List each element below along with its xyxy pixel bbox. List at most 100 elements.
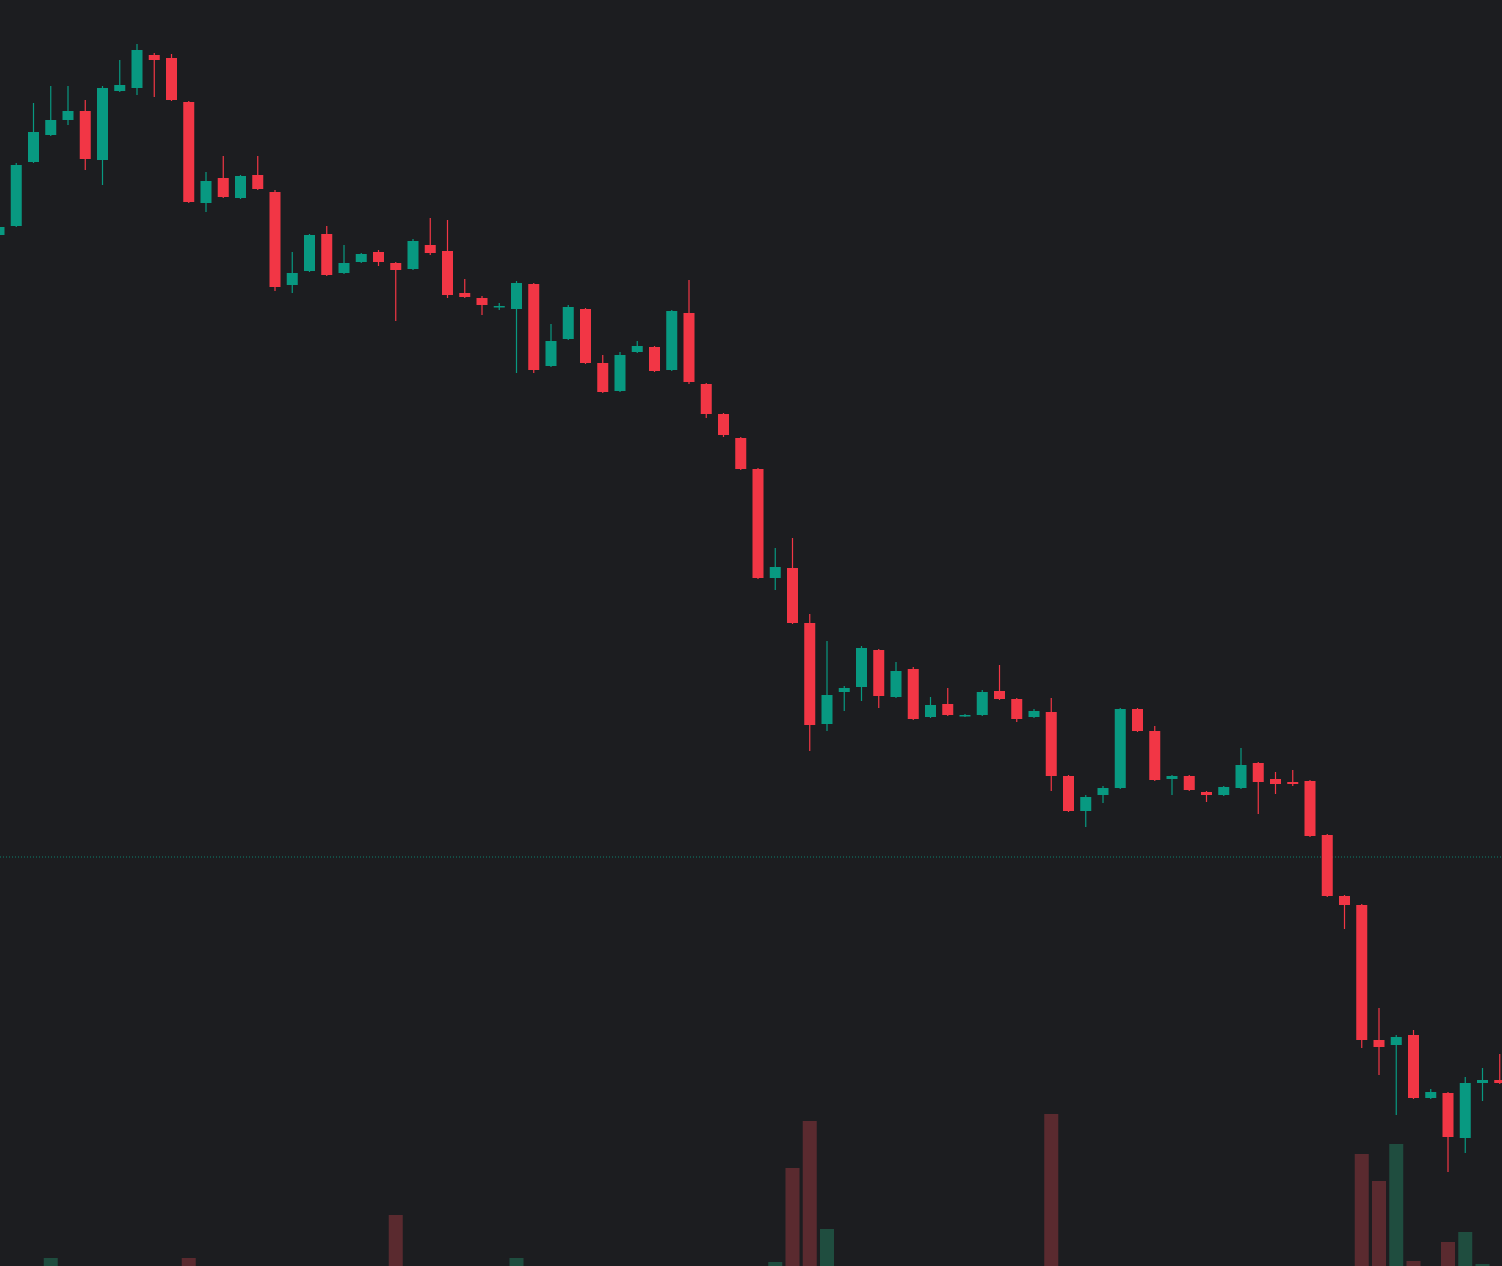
candle-body bbox=[0, 227, 5, 235]
candle-body bbox=[200, 181, 212, 203]
candle-body bbox=[1045, 712, 1057, 776]
candle-body bbox=[562, 307, 574, 339]
volume-bar bbox=[785, 1168, 800, 1266]
candle-body bbox=[1270, 779, 1281, 784]
candle-body bbox=[355, 254, 367, 262]
candle-body bbox=[476, 298, 488, 305]
candle-body bbox=[217, 178, 229, 197]
candle-body bbox=[683, 313, 695, 382]
candle-body bbox=[79, 111, 91, 159]
volume-bar bbox=[181, 1258, 196, 1266]
candle-body bbox=[1252, 763, 1264, 782]
candle-body bbox=[1477, 1080, 1488, 1083]
candle-body bbox=[114, 85, 126, 91]
candle-body bbox=[1166, 776, 1178, 779]
candle-body bbox=[1321, 835, 1333, 896]
candle-body bbox=[1235, 765, 1247, 788]
candle-body bbox=[1097, 788, 1109, 795]
candle-body bbox=[235, 176, 246, 198]
volume-bar bbox=[1044, 1114, 1059, 1266]
candle-body bbox=[131, 50, 143, 88]
candle-body bbox=[10, 165, 22, 226]
candle-body bbox=[1356, 905, 1368, 1040]
candle-body bbox=[614, 355, 626, 391]
candle-body bbox=[1149, 731, 1161, 780]
candle-body bbox=[1390, 1037, 1402, 1045]
candle-body bbox=[166, 58, 177, 100]
volume-bar bbox=[509, 1258, 524, 1266]
candle-body bbox=[148, 55, 160, 60]
candle-body bbox=[804, 623, 816, 725]
volume-bar bbox=[1475, 1264, 1490, 1266]
candle-body bbox=[338, 263, 350, 273]
candle-body bbox=[97, 88, 108, 160]
candle-body bbox=[1011, 699, 1023, 719]
candle-body bbox=[856, 648, 867, 687]
candle-body bbox=[511, 283, 522, 309]
candle-body bbox=[1132, 709, 1143, 731]
volume-bar bbox=[43, 1258, 58, 1266]
candle-body bbox=[493, 306, 505, 308]
candle-body bbox=[1442, 1093, 1454, 1137]
candle-body bbox=[631, 346, 643, 352]
candle-body bbox=[1063, 776, 1074, 811]
volume-bar bbox=[388, 1215, 403, 1266]
candle-body bbox=[700, 384, 712, 414]
candle-body bbox=[528, 284, 540, 370]
candle-body bbox=[925, 705, 936, 717]
candle-body bbox=[321, 234, 333, 275]
volume-bar bbox=[820, 1229, 834, 1266]
candle-body bbox=[62, 111, 74, 120]
candle-body bbox=[821, 695, 833, 724]
candle-body bbox=[1425, 1092, 1437, 1098]
candle-body bbox=[1201, 792, 1212, 795]
candle-body bbox=[1494, 1080, 1502, 1083]
candle-body bbox=[890, 671, 902, 697]
candle-body bbox=[873, 650, 885, 696]
candle-body bbox=[959, 715, 971, 717]
candle-body bbox=[1218, 787, 1230, 795]
candle-body bbox=[976, 692, 988, 715]
candle-body bbox=[597, 363, 609, 392]
candle-body bbox=[769, 567, 781, 578]
candle-body bbox=[907, 669, 919, 719]
candle-body bbox=[286, 273, 298, 285]
candle-body bbox=[269, 192, 281, 287]
candle-body bbox=[666, 311, 678, 370]
candle-body bbox=[252, 175, 264, 189]
candle-body bbox=[718, 414, 729, 435]
candle-body bbox=[183, 102, 195, 202]
candle-body bbox=[1183, 776, 1195, 790]
candle-body bbox=[1459, 1083, 1471, 1138]
volume-bar bbox=[1441, 1242, 1455, 1266]
candle-body bbox=[735, 438, 747, 469]
candle-body bbox=[390, 263, 402, 270]
candle-body bbox=[459, 293, 471, 297]
candle-body bbox=[545, 341, 557, 366]
candle-body bbox=[994, 691, 1005, 699]
candle-body bbox=[442, 251, 453, 295]
candle-body bbox=[942, 704, 954, 715]
volume-bar bbox=[1389, 1144, 1404, 1266]
candle-body bbox=[407, 241, 419, 269]
candle-body bbox=[752, 469, 764, 578]
volume-bar bbox=[1406, 1261, 1421, 1266]
candle-body bbox=[1114, 709, 1126, 788]
volume-bar bbox=[768, 1262, 783, 1266]
candle-body bbox=[1028, 711, 1040, 717]
volume-bar bbox=[1458, 1232, 1473, 1266]
candle-body bbox=[373, 252, 384, 262]
candle-body bbox=[580, 309, 591, 363]
candle-body bbox=[787, 568, 798, 623]
candle-body bbox=[304, 235, 315, 271]
candle-body bbox=[45, 120, 57, 135]
volume-bar bbox=[1372, 1181, 1386, 1266]
candle-body bbox=[1304, 781, 1316, 836]
volume-bar bbox=[1354, 1154, 1369, 1266]
candle-body bbox=[1339, 896, 1350, 905]
candle-body bbox=[1080, 797, 1092, 811]
candle-body bbox=[838, 688, 850, 692]
